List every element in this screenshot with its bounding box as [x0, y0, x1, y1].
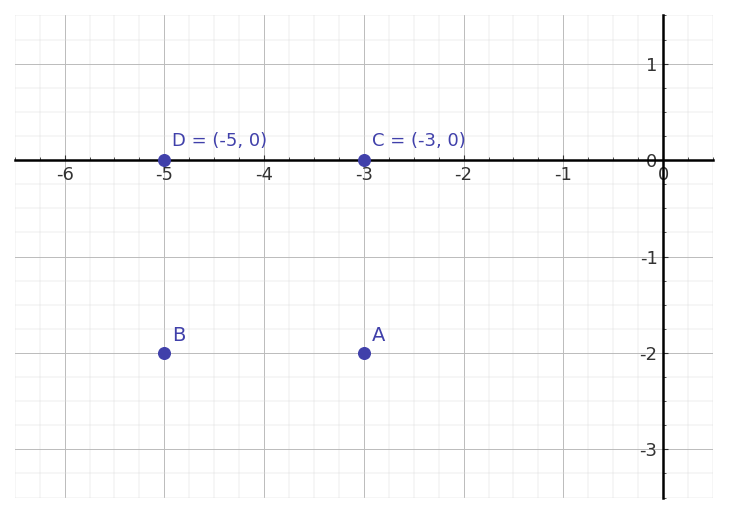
Point [159, 349, 171, 357]
Point [358, 156, 370, 164]
Point [358, 349, 370, 357]
Text: B: B [172, 326, 186, 345]
Text: A: A [372, 326, 385, 345]
Text: C = (-3, 0): C = (-3, 0) [372, 132, 465, 150]
Text: D = (-5, 0): D = (-5, 0) [172, 132, 268, 150]
Point [159, 156, 171, 164]
